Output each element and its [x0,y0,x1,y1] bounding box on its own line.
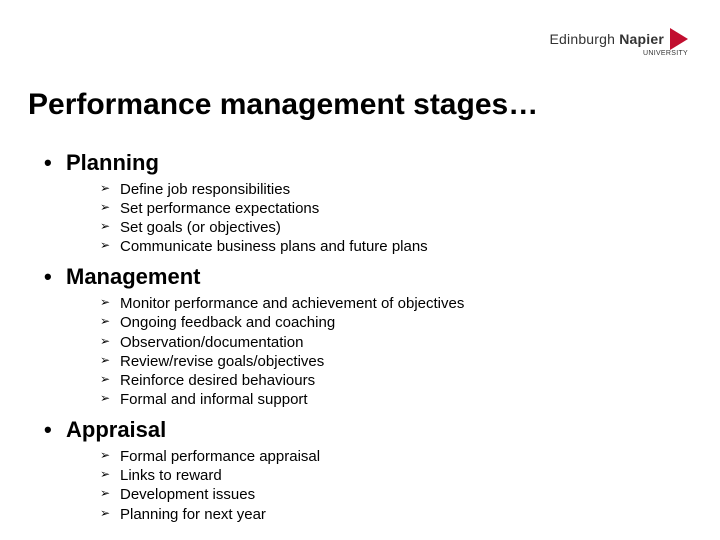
slide-title: Performance management stages… [28,88,538,122]
section-appraisal: Appraisal Formal performance appraisal L… [40,415,680,523]
list-item: Development issues [100,485,680,504]
logo-subtext: UNIVERSITY [643,50,688,57]
section-heading: Planning [40,148,680,178]
logo-text: Edinburgh Napier [550,31,665,47]
logo-text-thin: Edinburgh [550,31,620,47]
list-item: Monitor performance and achievement of o… [100,294,680,313]
list-item: Formal and informal support [100,390,680,409]
list-item: Review/revise goals/objectives [100,352,680,371]
university-logo: Edinburgh Napier UNIVERSITY [550,28,689,50]
section-heading: Appraisal [40,415,680,445]
list-item: Formal performance appraisal [100,447,680,466]
list-item: Define job responsibilities [100,180,680,199]
section-heading: Management [40,262,680,292]
section-list: Formal performance appraisal Links to re… [40,447,680,524]
section-management: Management Monitor performance and achie… [40,262,680,409]
slide-content: Planning Define job responsibilities Set… [40,148,680,530]
logo-text-bold: Napier [619,31,664,47]
list-item: Set goals (or objectives) [100,218,680,237]
triangle-icon [670,28,688,50]
section-planning: Planning Define job responsibilities Set… [40,148,680,256]
list-item: Set performance expectations [100,199,680,218]
list-item: Ongoing feedback and coaching [100,313,680,332]
list-item: Reinforce desired behaviours [100,371,680,390]
list-item: Planning for next year [100,505,680,524]
section-list: Monitor performance and achievement of o… [40,294,680,409]
list-item: Links to reward [100,466,680,485]
section-list: Define job responsibilities Set performa… [40,180,680,257]
list-item: Communicate business plans and future pl… [100,237,680,256]
list-item: Observation/documentation [100,333,680,352]
